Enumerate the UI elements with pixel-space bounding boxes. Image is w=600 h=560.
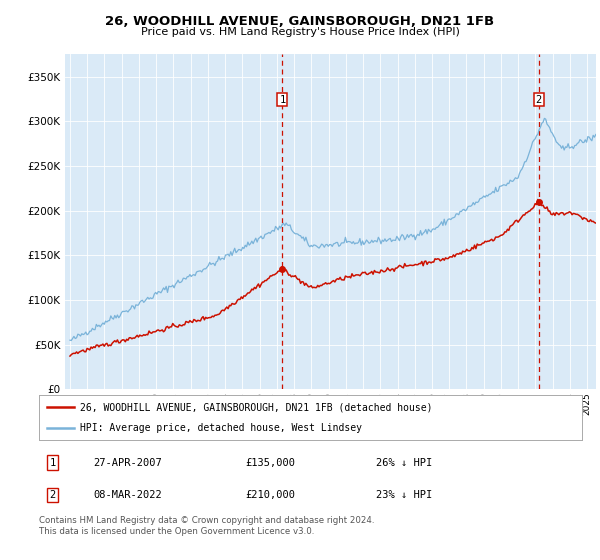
Text: 23% ↓ HPI: 23% ↓ HPI — [376, 490, 432, 500]
Text: 1: 1 — [279, 95, 286, 105]
Text: 08-MAR-2022: 08-MAR-2022 — [94, 490, 162, 500]
Text: 26% ↓ HPI: 26% ↓ HPI — [376, 458, 432, 468]
Text: 2: 2 — [49, 490, 56, 500]
Text: 26, WOODHILL AVENUE, GAINSBOROUGH, DN21 1FB (detached house): 26, WOODHILL AVENUE, GAINSBOROUGH, DN21 … — [80, 402, 432, 412]
Text: Contains HM Land Registry data © Crown copyright and database right 2024.
This d: Contains HM Land Registry data © Crown c… — [39, 516, 374, 536]
Text: HPI: Average price, detached house, West Lindsey: HPI: Average price, detached house, West… — [80, 423, 362, 433]
Text: 27-APR-2007: 27-APR-2007 — [94, 458, 162, 468]
Text: 2: 2 — [535, 95, 542, 105]
Text: 26, WOODHILL AVENUE, GAINSBOROUGH, DN21 1FB: 26, WOODHILL AVENUE, GAINSBOROUGH, DN21 … — [106, 15, 494, 28]
Text: Price paid vs. HM Land Registry's House Price Index (HPI): Price paid vs. HM Land Registry's House … — [140, 27, 460, 38]
Text: £210,000: £210,000 — [245, 490, 295, 500]
Text: 1: 1 — [49, 458, 56, 468]
Text: £135,000: £135,000 — [245, 458, 295, 468]
